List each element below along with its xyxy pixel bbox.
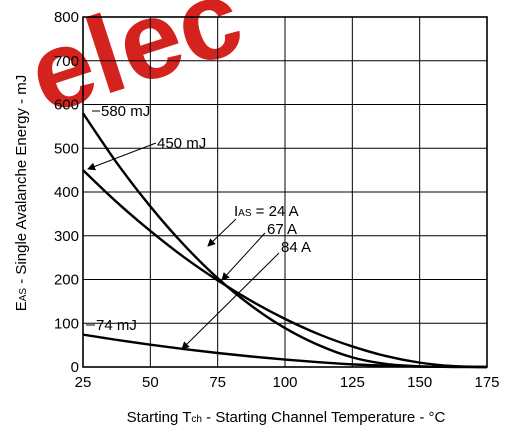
annotation-84a: 84 A	[281, 239, 311, 256]
x-axis-label-rest: - Starting Channel Temperature - °C	[202, 409, 446, 426]
y-tick-label: 500	[54, 140, 79, 157]
x-tick-label: 150	[407, 374, 432, 391]
annotation-24a-arrow	[207, 218, 237, 247]
annotation-67a: 67 A	[267, 221, 297, 238]
x-tick-label: 25	[75, 374, 92, 391]
x-tick-label: 100	[272, 374, 297, 391]
y-tick-label: 100	[54, 315, 79, 332]
annotation-580: 580 mJ	[101, 103, 150, 120]
x-tick-label: 50	[142, 374, 159, 391]
y-tick-label: 300	[54, 228, 79, 245]
y-tick-label: 400	[54, 184, 79, 201]
x-axis-label: Starting Tch - Starting Channel Temperat…	[127, 409, 446, 426]
annotation-450: 450 mJ	[157, 135, 206, 152]
annotation-450-arrow	[87, 142, 157, 171]
x-tick-label: 175	[474, 374, 499, 391]
y-tick-label: 0	[71, 359, 79, 376]
annotation-ias-24: IAS = 24 A	[234, 203, 299, 220]
ias-label-sub: AS	[238, 208, 252, 219]
ias-label-main: I	[234, 203, 238, 220]
y-tick-label: 200	[54, 272, 79, 289]
y-axis-label-rest: - Single Avalanche Energy - mJ	[13, 75, 30, 288]
ias-label-value: = 24 A	[252, 203, 299, 220]
plot-frame	[82, 16, 488, 368]
y-axis-label: EAS - Single Avalanche Energy - mJ	[13, 75, 30, 312]
x-tick-label: 75	[209, 374, 226, 391]
y-tick-label: 700	[54, 53, 79, 70]
y-axis-label-sub: AS	[18, 288, 29, 302]
y-tick-label: 800	[54, 9, 79, 26]
y-axis-label-main: E	[13, 301, 30, 311]
curve-67a	[82, 169, 488, 369]
annotation-84a-arrow	[181, 252, 280, 350]
x-tick-label: 125	[340, 374, 365, 391]
x-axis-label-sub: ch	[191, 414, 202, 425]
x-axis-label-main: Starting T	[127, 409, 192, 426]
curve-84a	[82, 333, 488, 369]
annotation-67a-arrow	[221, 232, 266, 281]
y-tick-label: 600	[54, 97, 79, 114]
annotation-74: 74 mJ	[96, 317, 137, 334]
